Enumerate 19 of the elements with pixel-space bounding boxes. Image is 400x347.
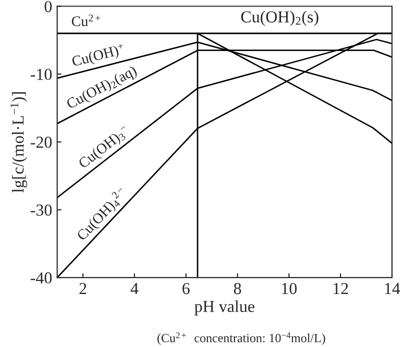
y-tick-label: -30 <box>30 204 52 216</box>
x-axis-title: pH value <box>194 300 254 316</box>
annotation: Cu(OH)$_{2}$(s) <box>241 10 318 26</box>
x-tick-label: 8 <box>234 282 242 294</box>
y-tick-label: -10 <box>30 68 52 80</box>
x-tick-label: 14 <box>385 283 400 294</box>
x-tick-label: 6 <box>182 282 190 294</box>
y-tick-label: -20 <box>30 136 52 148</box>
series-label: Cu$^{2+}$ <box>72 14 100 26</box>
text: Cu(OH)$_{4}$$^{2−}$ <box>74 186 130 244</box>
x-tick-label: 2 <box>80 282 86 294</box>
y-tick-label: -40 <box>30 272 52 284</box>
x-tick-label: 4 <box>130 283 138 294</box>
text: Cu(OH)$_{3}$$^{−}$ <box>78 124 132 172</box>
text: (Cu$^{2+}$ concentration: 10$^{−4}$mol/L) <box>157 332 326 345</box>
x-tick-label: 10 <box>282 282 297 294</box>
y-tick-label: 0 <box>44 0 52 12</box>
y-axis-title: lg[c/(mol·L$^{−1}$)] <box>10 92 28 193</box>
x-tick-label: 12 <box>334 282 348 294</box>
